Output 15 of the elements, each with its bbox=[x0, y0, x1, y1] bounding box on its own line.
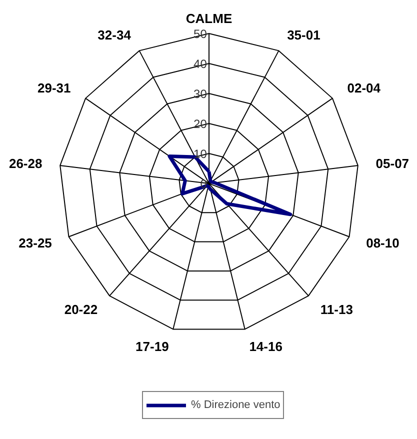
spoke-label: 11-13 bbox=[320, 302, 353, 317]
spoke-label: 29-31 bbox=[37, 80, 71, 96]
spoke-label: 35-01 bbox=[287, 27, 320, 42]
spoke-label: 26-28 bbox=[8, 156, 42, 171]
spoke-label: 02-04 bbox=[347, 80, 382, 96]
spoke-label: 05-07 bbox=[376, 156, 410, 171]
spoke-label: 14-16 bbox=[249, 339, 282, 354]
spoke-label: CALME bbox=[186, 11, 232, 26]
spoke-label: 23-25 bbox=[18, 236, 52, 251]
legend-label: % Direzione vento bbox=[191, 399, 280, 411]
spoke-label: 17-19 bbox=[136, 339, 169, 354]
spoke-label: 32-34 bbox=[98, 27, 132, 42]
spoke-label: 08-10 bbox=[366, 236, 400, 251]
spoke-label: 20-22 bbox=[64, 302, 98, 317]
y-tick-label: 0 bbox=[200, 177, 208, 192]
